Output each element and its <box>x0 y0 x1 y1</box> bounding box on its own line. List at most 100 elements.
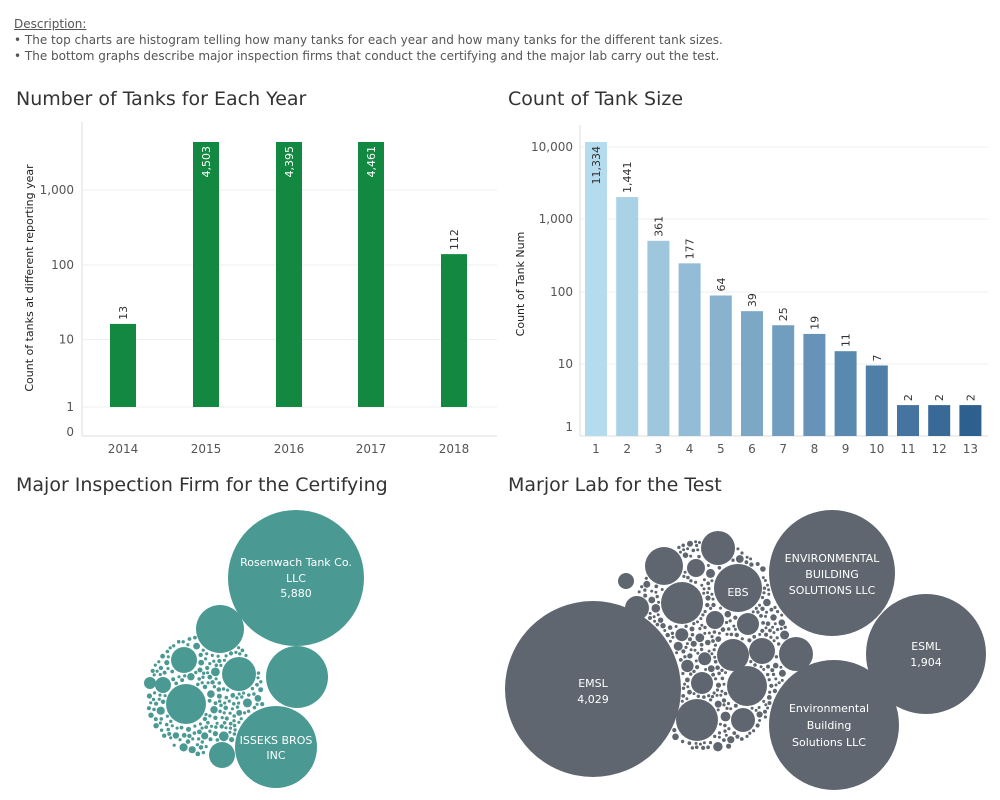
bar[interactable] <box>741 311 763 436</box>
bubble[interactable] <box>210 653 214 658</box>
bubble[interactable] <box>719 693 723 697</box>
bubble[interactable] <box>661 582 703 624</box>
bubble[interactable] <box>765 621 771 626</box>
bubble[interactable] <box>266 646 328 708</box>
bubble[interactable] <box>717 731 722 735</box>
bubble[interactable] <box>733 627 737 631</box>
bubble[interactable] <box>164 722 169 727</box>
bubble[interactable] <box>729 707 733 711</box>
bubble[interactable] <box>766 672 770 677</box>
bubble[interactable] <box>771 672 776 677</box>
bubble[interactable] <box>711 597 715 601</box>
bubble[interactable] <box>756 711 763 718</box>
bubble[interactable] <box>709 698 713 702</box>
bubble[interactable] <box>150 668 155 674</box>
bubble[interactable] <box>212 731 218 737</box>
bubble[interactable] <box>202 684 208 690</box>
bubble[interactable] <box>776 610 780 614</box>
bubble[interactable] <box>174 681 179 686</box>
bubble[interactable] <box>217 681 222 685</box>
bubble[interactable] <box>207 698 212 703</box>
bubble[interactable] <box>219 703 223 708</box>
bubble[interactable] <box>725 620 729 625</box>
bubble[interactable] <box>158 693 162 697</box>
bubble[interactable] <box>770 668 775 673</box>
bubble[interactable] <box>777 642 781 646</box>
bubble[interactable] <box>681 543 685 548</box>
bubble[interactable] <box>684 645 688 650</box>
bubble[interactable] <box>708 741 713 745</box>
bubble[interactable] <box>210 706 218 714</box>
bubble[interactable] <box>258 687 264 693</box>
bubble[interactable] <box>689 626 695 632</box>
bar[interactable] <box>897 405 919 436</box>
bar[interactable] <box>358 142 384 407</box>
bubble[interactable] <box>233 728 237 732</box>
bubble[interactable] <box>699 617 703 621</box>
bubble[interactable] <box>726 701 731 706</box>
bubble[interactable] <box>701 745 706 751</box>
bubble[interactable] <box>675 651 679 655</box>
bubble[interactable] <box>232 702 236 706</box>
bar[interactable] <box>616 197 639 436</box>
bubble[interactable] <box>692 669 696 674</box>
bubble[interactable] <box>175 726 179 730</box>
bubble[interactable] <box>723 729 727 733</box>
bubble[interactable] <box>762 586 767 590</box>
bubble[interactable] <box>209 724 214 728</box>
bar[interactable] <box>110 323 136 407</box>
bubble[interactable] <box>153 717 158 722</box>
bubble[interactable] <box>745 734 749 739</box>
bubble[interactable] <box>685 697 689 701</box>
bubble[interactable] <box>772 639 776 643</box>
bubble[interactable] <box>725 706 729 711</box>
bubble[interactable] <box>205 665 210 671</box>
bubble[interactable] <box>696 548 700 552</box>
bubble[interactable] <box>160 653 166 659</box>
bubble[interactable] <box>707 665 715 673</box>
bubble[interactable] <box>228 730 232 734</box>
bar[interactable] <box>193 142 219 407</box>
bubble[interactable] <box>706 568 715 578</box>
bubble[interactable] <box>764 626 768 630</box>
bubble[interactable] <box>769 635 773 639</box>
bubble[interactable] <box>774 683 778 687</box>
bubble[interactable] <box>675 628 689 642</box>
bubble[interactable] <box>739 737 744 741</box>
bubble[interactable] <box>721 698 727 703</box>
bubble[interactable] <box>762 668 766 671</box>
bubble[interactable] <box>187 733 192 739</box>
bubble[interactable] <box>208 662 212 666</box>
bubble[interactable] <box>760 566 766 572</box>
bubble[interactable] <box>711 672 715 677</box>
bubble[interactable] <box>687 653 693 659</box>
bubble[interactable] <box>232 723 237 728</box>
bubble[interactable] <box>713 742 723 752</box>
bubble[interactable] <box>725 632 729 636</box>
bubble[interactable] <box>178 738 182 742</box>
bubble[interactable] <box>237 692 241 696</box>
bubble[interactable] <box>654 590 658 594</box>
bubble[interactable] <box>717 566 722 570</box>
bubble[interactable] <box>757 706 761 709</box>
bubble[interactable] <box>224 654 228 658</box>
bubble[interactable] <box>171 677 176 682</box>
bubble[interactable] <box>710 695 715 699</box>
bar[interactable] <box>803 333 826 436</box>
bubble[interactable] <box>718 722 722 726</box>
bubble[interactable] <box>214 663 219 667</box>
bubble[interactable] <box>204 745 208 749</box>
bubble[interactable] <box>235 705 240 709</box>
bubble[interactable] <box>720 689 724 693</box>
bubble[interactable] <box>766 583 769 587</box>
bubble[interactable] <box>713 643 718 647</box>
bubble[interactable] <box>775 636 779 640</box>
bubble[interactable] <box>705 595 711 601</box>
bubble[interactable] <box>232 714 236 718</box>
bubble[interactable] <box>643 593 648 598</box>
bubble[interactable] <box>780 613 784 617</box>
bubble[interactable] <box>660 588 664 591</box>
bubble[interactable] <box>657 617 664 623</box>
bubble[interactable] <box>181 732 187 738</box>
bubble[interactable] <box>707 631 711 635</box>
